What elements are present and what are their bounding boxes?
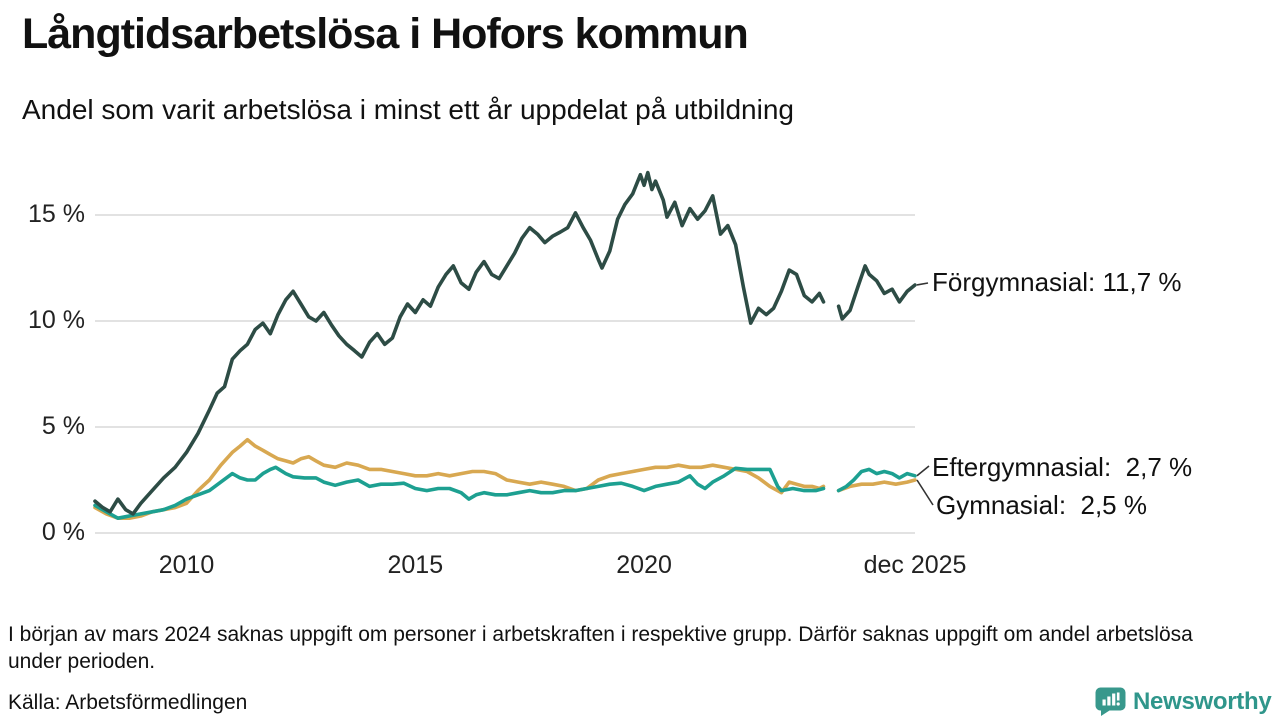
series-line-förgymnasial <box>836 264 917 321</box>
series-line-gymnasial <box>93 437 826 521</box>
newsworthy-logo-icon <box>1095 687 1126 716</box>
x-tick-label: dec 2025 <box>863 551 967 579</box>
series-line-gymnasial <box>836 478 917 493</box>
label-connector-eftergymnasial <box>916 465 930 477</box>
label-connector-förgymnasial <box>916 282 929 286</box>
y-tick-label: 0 % <box>41 518 85 546</box>
source-note: Källa: Arbetsförmedlingen <box>8 691 248 714</box>
page-title: Långtidsarbetslösa i Hofors kommun <box>22 10 749 58</box>
series-line-eftergymnasial <box>836 467 917 493</box>
y-tick-label: 10 % <box>28 306 85 334</box>
newsworthy-logo: Newsworthy <box>1095 687 1272 716</box>
series-line-eftergymnasial <box>93 465 826 521</box>
label-connector-gymnasial <box>916 479 934 506</box>
x-tick-label: 2010 <box>158 551 215 579</box>
series-label-eftergymnasial: Eftergymnasial: 2,7 % <box>932 452 1193 482</box>
series-label-forgymnasial: Förgymnasial: 11,7 % <box>932 267 1182 297</box>
x-tick-label: 2015 <box>387 551 444 579</box>
series-line-förgymnasial <box>93 170 826 516</box>
y-tick-label: 15 % <box>28 200 85 228</box>
chart-subtitle: Andel som varit arbetslösa i minst ett å… <box>22 94 794 125</box>
x-tick-label: 2020 <box>616 551 672 579</box>
footnote: I början av mars 2024 saknas uppgift om … <box>8 623 1193 673</box>
y-tick-label: 5 % <box>41 412 85 440</box>
brand-name: Newsworthy <box>1133 687 1272 715</box>
series-label-gymnasial: Gymnasial: 2,5 % <box>936 490 1147 520</box>
